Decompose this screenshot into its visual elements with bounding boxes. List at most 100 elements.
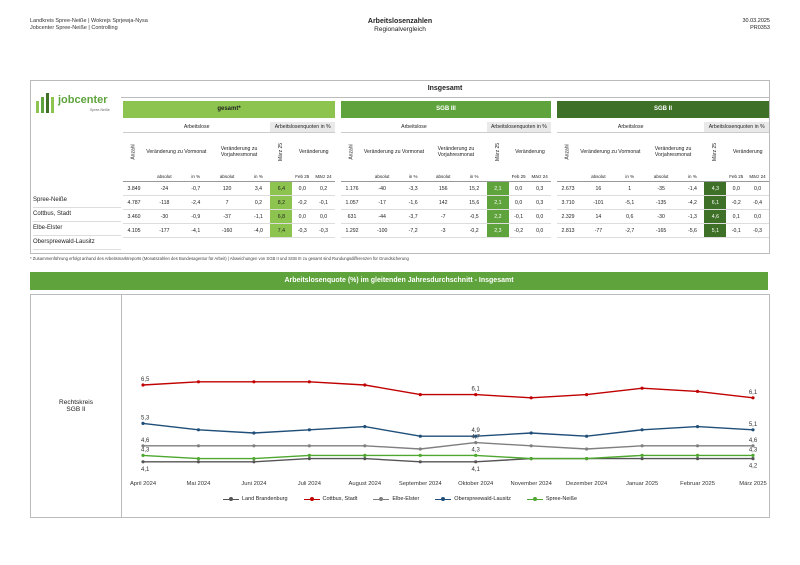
table-cell: -5,6 (680, 223, 705, 238)
data-label: 6,1 (749, 390, 758, 396)
table-cell: -0,1 (312, 195, 335, 210)
data-point (751, 428, 755, 432)
table-cell: 6,1 (704, 195, 727, 210)
table-cell: 2.813 (557, 223, 579, 238)
table-cell: -24 (145, 181, 184, 196)
table-cell: -165 (641, 223, 681, 238)
data-point (529, 444, 533, 448)
table-title: Insgesamt (121, 81, 769, 98)
table-cell: 0,0 (508, 181, 529, 196)
unit-header: in % (246, 171, 271, 182)
x-tick-label: April 2024 (130, 481, 157, 487)
data-point (252, 431, 256, 435)
table-cell: -17 (363, 195, 402, 210)
table-cell: 142 (424, 195, 462, 210)
data-point (474, 434, 478, 438)
table-sgb2: Arbeitslose Arbeitslosenquoten in % Anzahl… (557, 122, 769, 238)
table-cell: 6,8 (270, 209, 293, 224)
data-point (695, 457, 700, 461)
table-cell: -1,6 (401, 195, 425, 210)
table-cell: 4,6 (704, 209, 727, 224)
data-point (640, 457, 644, 461)
x-tick-label: Oktober 2024 (458, 481, 494, 487)
unit-header: absolut (207, 171, 247, 182)
table-cell: 15,6 (461, 195, 487, 210)
data-point (585, 393, 589, 397)
col-veraenderung: Veränderung (515, 149, 545, 155)
table-cell: 6,4 (270, 181, 293, 196)
data-label: 5,1 (749, 422, 758, 428)
table-cell: 631 (341, 209, 363, 224)
legend-item: Cottbus, Stadt (303, 496, 357, 502)
data-point (196, 460, 201, 464)
report-id: PR0353 (750, 25, 770, 31)
data-label: 5,3 (141, 415, 150, 421)
data-label: 6,5 (141, 377, 150, 383)
table-cell: -0,9 (183, 209, 208, 224)
unit-header: in % (401, 171, 425, 182)
legend-swatch (303, 497, 320, 501)
data-point (695, 389, 700, 393)
unit-header: absolut (641, 171, 681, 182)
table-cell: 1.176 (341, 181, 363, 196)
data-point (695, 425, 700, 429)
region-names: Spree-Neiße Cottbus, Stadt Elbe-Elster O… (33, 194, 121, 250)
table-cell: 0,1 (726, 209, 747, 224)
table-cell: 0,0 (528, 223, 551, 238)
x-tick-label: Juni 2024 (241, 481, 267, 487)
subheader-arbeitslose: Arbeitslose (341, 122, 487, 133)
table-cell: 0,2 (246, 195, 271, 210)
table-cell: -3,7 (401, 209, 425, 224)
table-cell: -44 (363, 209, 402, 224)
table-cell: 156 (424, 181, 462, 196)
table-sgb3: Arbeitslose Arbeitslosenquoten in % Anzahl… (341, 122, 551, 238)
unit-header: März 24 (746, 171, 769, 182)
chart-side-label-line1: Rechtskreis (59, 399, 93, 406)
table-row: 2.813 -77 -2,7 -165 -5,6 5,1 -0,1 -0,3 (557, 223, 769, 238)
col-vormonat: Veränderung zu Vormonat (363, 149, 425, 155)
header-left: Landkreis Spree-Neiße | Wokrejs Sprjewja… (30, 18, 148, 32)
series-line-4 (142, 454, 753, 460)
unit-header: März 24 (528, 171, 551, 182)
table-cell: 4.787 (123, 195, 145, 210)
table-cell: -0,4 (746, 195, 769, 210)
data-point (363, 383, 367, 387)
table-cell: -30 (145, 209, 184, 224)
data-label: 4,9 (472, 428, 481, 434)
data-point (474, 453, 478, 457)
data-point (307, 457, 311, 461)
table-cell: -0,2 (726, 195, 747, 210)
series-line-2 (143, 441, 753, 450)
data-point (695, 444, 700, 448)
data-point (474, 393, 478, 397)
region-name: Spree-Neiße (33, 194, 121, 208)
unit-header: in % (680, 171, 705, 182)
data-point (474, 460, 478, 464)
table-row: 3.460 -30 -0,9 -37 -1,1 6,8 0,0 0,0 (123, 209, 335, 224)
chart-side-label: Rechtskreis SGB II (31, 295, 122, 517)
legend-label: Elbe-Elster (392, 496, 420, 503)
table-cell: -100 (363, 223, 402, 238)
legend-item: Oberspreewald-Lausitz (435, 496, 511, 502)
data-point (695, 453, 700, 457)
table-cell: -0,7 (183, 181, 208, 196)
data-label: 4,6 (749, 438, 758, 444)
table-row: 3.710 -101 -5,1 -135 -4,2 6,1 -0,2 -0,4 (557, 195, 769, 210)
table-cell: 4,3 (704, 181, 727, 196)
data-point (751, 457, 755, 461)
table-cell: -3 (424, 223, 462, 238)
unit-header: in % (183, 171, 208, 182)
table-row: 1.176 -40 -3,3 156 15,2 2,1 0,0 0,3 (341, 181, 551, 196)
table-cell: -4,1 (183, 223, 208, 238)
data-point (252, 457, 256, 461)
table-cell: 3,4 (246, 181, 271, 196)
region-name: Elbe-Elster (33, 222, 121, 236)
data-point (141, 460, 145, 464)
table-cell: 120 (207, 181, 247, 196)
table-cell: -0,3 (312, 223, 335, 238)
col-veraenderung: Veränderung (298, 149, 329, 155)
table-cell: 0,0 (292, 181, 313, 196)
data-label: 4,7 (472, 435, 481, 441)
region-name: Cottbus, Stadt (33, 208, 121, 222)
subheader-quoten: Arbeitslosenquoten in % (270, 122, 335, 133)
